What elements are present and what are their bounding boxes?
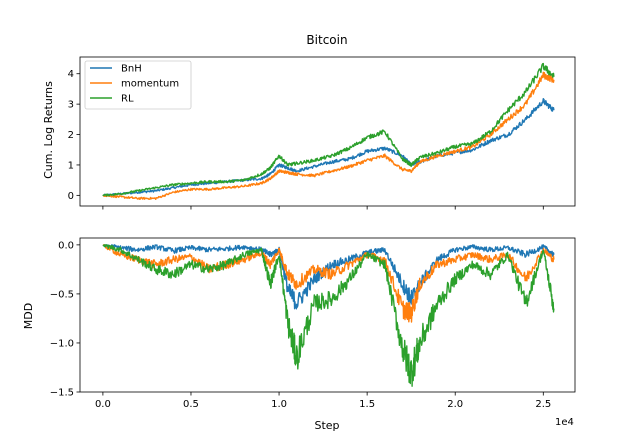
top-y-tick-label: 3: [68, 100, 74, 111]
top-y-tick-label: 0: [68, 191, 74, 202]
bottom-y-axis-label: MDD: [22, 303, 35, 329]
x-axis-label: Step: [314, 419, 339, 432]
top-series-line-bnh: [102, 98, 555, 197]
x-tick-label: 2.5: [535, 399, 551, 410]
top-plot-frame: [79, 56, 576, 207]
legend-label-rl: RL: [121, 94, 134, 105]
x-offset-label: 1e4: [555, 417, 574, 428]
legend: BnH momentum RL: [84, 60, 192, 110]
top-panel: 0 1 2 3 4 BnH momentum RL: [68, 56, 576, 210]
x-tick-label: 0.5: [183, 399, 199, 410]
x-tick-label: 1.0: [271, 399, 287, 410]
x-tick-label: 0.0: [95, 399, 111, 410]
chart-title: Bitcoin: [306, 33, 347, 47]
x-tick-label: 2.0: [447, 399, 463, 410]
top-series-line-rl: [102, 62, 555, 197]
top-y-tick-label: 1: [68, 160, 74, 171]
bottom-series-line-rl: [102, 244, 555, 387]
bottom-y-tick-label: −1.5: [50, 388, 74, 399]
top-y-tick-label: 4: [68, 69, 74, 80]
bottom-plot-frame: [79, 237, 576, 393]
bottom-y-tick-label: 0.0: [58, 240, 74, 251]
bottom-y-tick-label: −0.5: [50, 289, 74, 300]
top-y-axis-label: Cum. Log Returns: [42, 81, 55, 179]
legend-box: [84, 60, 192, 110]
legend-label-momentum: momentum: [121, 79, 179, 90]
bottom-panel: 0.0 −0.5 −1.0 −1.5 0.0 0.5 1.0 1.5 2.0 2.5: [50, 237, 576, 410]
bottom-y-tick-label: −1.0: [50, 338, 74, 349]
top-y-tick-label: 2: [68, 130, 74, 141]
legend-label-bnh: BnH: [121, 64, 142, 75]
x-tick-label: 1.5: [359, 399, 375, 410]
bottom-series-line-momentum: [102, 244, 555, 323]
top-series-line-momentum: [102, 71, 555, 200]
